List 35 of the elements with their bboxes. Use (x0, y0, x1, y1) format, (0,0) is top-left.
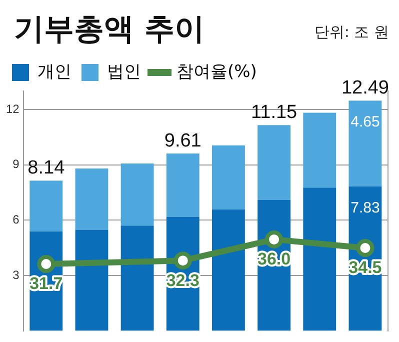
bar (30, 180, 63, 232)
bar (75, 168, 108, 230)
total-label: 11.15 (250, 102, 298, 123)
bar (258, 125, 291, 200)
y-tick-label: 3 (12, 268, 20, 282)
bar (120, 226, 154, 331)
text: 단위: 조 원 (314, 23, 389, 41)
y-tick-label: 12 (6, 102, 20, 116)
data-label: 7.83 (350, 200, 380, 217)
total-label: 9.61 (164, 130, 202, 152)
y-tick-label: 6 (12, 212, 20, 226)
data-label: 34.5 (348, 258, 382, 278)
point (356, 239, 374, 258)
bar (120, 163, 154, 226)
bar (303, 112, 336, 188)
data-label: 4.65 (350, 114, 380, 131)
total-label: 8.14 (28, 157, 66, 178)
chart-title: 기부총액 추이 (14, 11, 204, 49)
data-label: 32.3 (166, 270, 200, 290)
point (265, 230, 284, 248)
bar (212, 145, 245, 210)
legend-label: 법인 (107, 62, 141, 82)
data-label: 31.7 (30, 274, 63, 294)
bar (348, 100, 382, 186)
bar (303, 188, 336, 331)
point (174, 252, 192, 270)
legend-label: 참여율(%) (176, 62, 257, 82)
point (37, 255, 56, 273)
bar (75, 230, 108, 331)
y-tick-label: 9 (12, 157, 20, 172)
data-label: 36.0 (258, 250, 291, 269)
bar (212, 209, 245, 331)
bar (166, 154, 200, 217)
legend-label: 개인 (38, 62, 72, 82)
total-label: 12.49 (341, 77, 389, 98)
